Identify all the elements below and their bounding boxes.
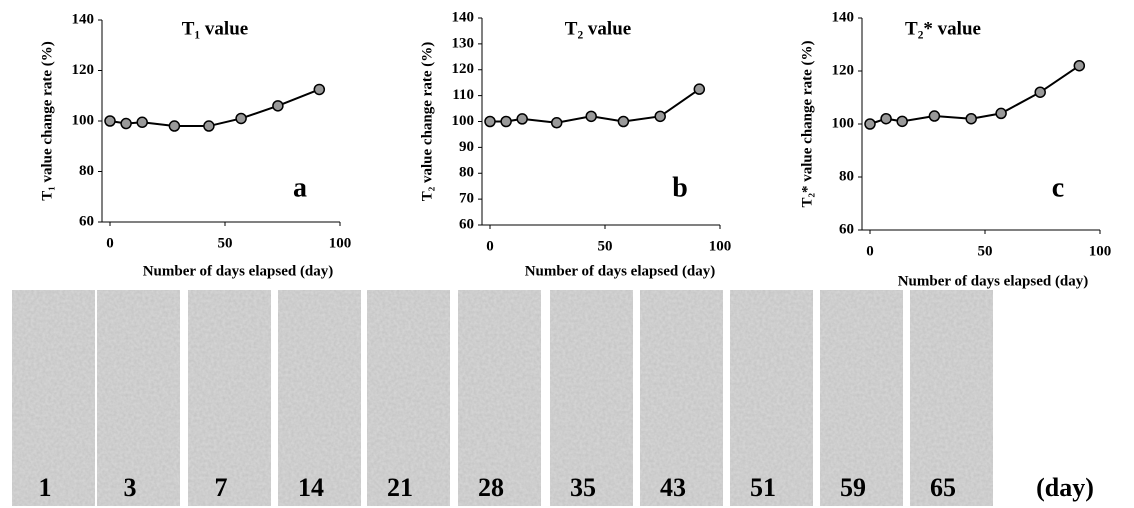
image-label: 21 bbox=[387, 473, 413, 502]
image-panel bbox=[367, 290, 450, 506]
data-point bbox=[313, 83, 326, 96]
chart-title: T₂ value bbox=[565, 18, 631, 39]
image-panel bbox=[550, 290, 633, 506]
y-tick-label: 90 bbox=[459, 139, 474, 155]
y-tick-label: 130 bbox=[452, 35, 475, 51]
y-axis-label: T₁ value change rate (%) bbox=[39, 41, 55, 200]
data-point bbox=[168, 120, 181, 132]
y-tick-label: 120 bbox=[72, 62, 95, 78]
x-tick-label: 0 bbox=[106, 235, 114, 251]
data-point bbox=[995, 107, 1007, 120]
x-axis-label: Number of days elapsed (day) bbox=[898, 273, 1089, 289]
image-panel bbox=[188, 290, 271, 506]
data-point bbox=[272, 100, 284, 112]
y-tick-label: 100 bbox=[452, 113, 475, 129]
data-point bbox=[693, 83, 706, 95]
data-point bbox=[928, 110, 941, 122]
y-tick-label: 80 bbox=[459, 165, 474, 181]
x-tick-label: 100 bbox=[329, 235, 352, 251]
y-tick-label: 140 bbox=[832, 9, 855, 25]
image-label: 7 bbox=[215, 473, 228, 502]
data-point bbox=[617, 115, 630, 128]
image-label: 43 bbox=[660, 473, 686, 502]
x-tick-label: 50 bbox=[218, 235, 233, 251]
data-point bbox=[896, 115, 908, 128]
panel-letter: a bbox=[293, 172, 307, 203]
y-tick-label: 100 bbox=[72, 112, 95, 128]
image-label: 35 bbox=[570, 473, 596, 502]
image-unit: (day) bbox=[1036, 473, 1094, 502]
y-tick-label: 140 bbox=[452, 9, 475, 25]
image-label: 28 bbox=[478, 473, 504, 502]
y-tick-label: 70 bbox=[459, 191, 474, 207]
image-label: 59 bbox=[840, 473, 866, 502]
image-panel bbox=[820, 290, 903, 506]
image-label: 51 bbox=[750, 473, 776, 502]
chart-title: T₂* value bbox=[905, 18, 981, 39]
y-tick-label: 120 bbox=[452, 61, 475, 77]
y-tick-label: 60 bbox=[459, 216, 474, 232]
image-label: 65 bbox=[930, 473, 956, 502]
image-panel bbox=[12, 290, 95, 506]
image-label: 1 bbox=[39, 473, 52, 502]
data-point bbox=[484, 115, 496, 128]
image-panel bbox=[730, 290, 813, 506]
y-axis-label: T₂* value change rate (%) bbox=[799, 41, 815, 208]
y-tick-label: 60 bbox=[839, 221, 854, 237]
image-panel bbox=[910, 290, 993, 506]
x-tick-label: 0 bbox=[486, 238, 494, 254]
image-label: 14 bbox=[298, 473, 324, 502]
y-tick-label: 80 bbox=[839, 168, 854, 184]
data-point bbox=[136, 116, 148, 129]
y-tick-label: 60 bbox=[79, 213, 94, 229]
data-point bbox=[203, 120, 215, 132]
x-tick-label: 100 bbox=[709, 238, 732, 254]
image-panel bbox=[97, 290, 180, 506]
data-point bbox=[965, 112, 977, 125]
data-point bbox=[500, 115, 512, 128]
y-tick-label: 80 bbox=[79, 163, 94, 179]
data-point bbox=[104, 115, 116, 127]
x-tick-label: 0 bbox=[866, 243, 874, 259]
data-point bbox=[516, 113, 528, 125]
x-tick-label: 50 bbox=[598, 238, 613, 254]
y-tick-label: 110 bbox=[452, 87, 474, 103]
x-axis-label: Number of days elapsed (day) bbox=[143, 263, 334, 279]
x-tick-label: 100 bbox=[1089, 243, 1112, 259]
x-axis-label: Number of days elapsed (day) bbox=[525, 263, 716, 279]
data-point bbox=[1034, 86, 1046, 98]
y-tick-label: 120 bbox=[832, 62, 855, 78]
image-panel bbox=[278, 290, 361, 506]
data-point bbox=[235, 112, 247, 125]
data-point bbox=[654, 110, 666, 123]
image-label: 3 bbox=[124, 473, 137, 502]
data-point bbox=[880, 112, 892, 125]
y-axis-label: T₂ value change rate (%) bbox=[419, 42, 435, 201]
x-tick-label: 50 bbox=[978, 243, 993, 259]
panel-letter: b bbox=[672, 172, 688, 203]
data-point bbox=[1073, 59, 1086, 72]
panel-letter: c bbox=[1052, 172, 1064, 203]
image-panel bbox=[458, 290, 541, 506]
data-point bbox=[864, 118, 876, 130]
y-tick-label: 100 bbox=[832, 115, 855, 131]
data-point bbox=[585, 110, 597, 123]
y-tick-label: 140 bbox=[72, 11, 95, 27]
data-point bbox=[120, 117, 132, 130]
data-point bbox=[550, 117, 563, 129]
image-panel bbox=[640, 290, 723, 506]
chart-title: T₁ value bbox=[182, 18, 248, 39]
